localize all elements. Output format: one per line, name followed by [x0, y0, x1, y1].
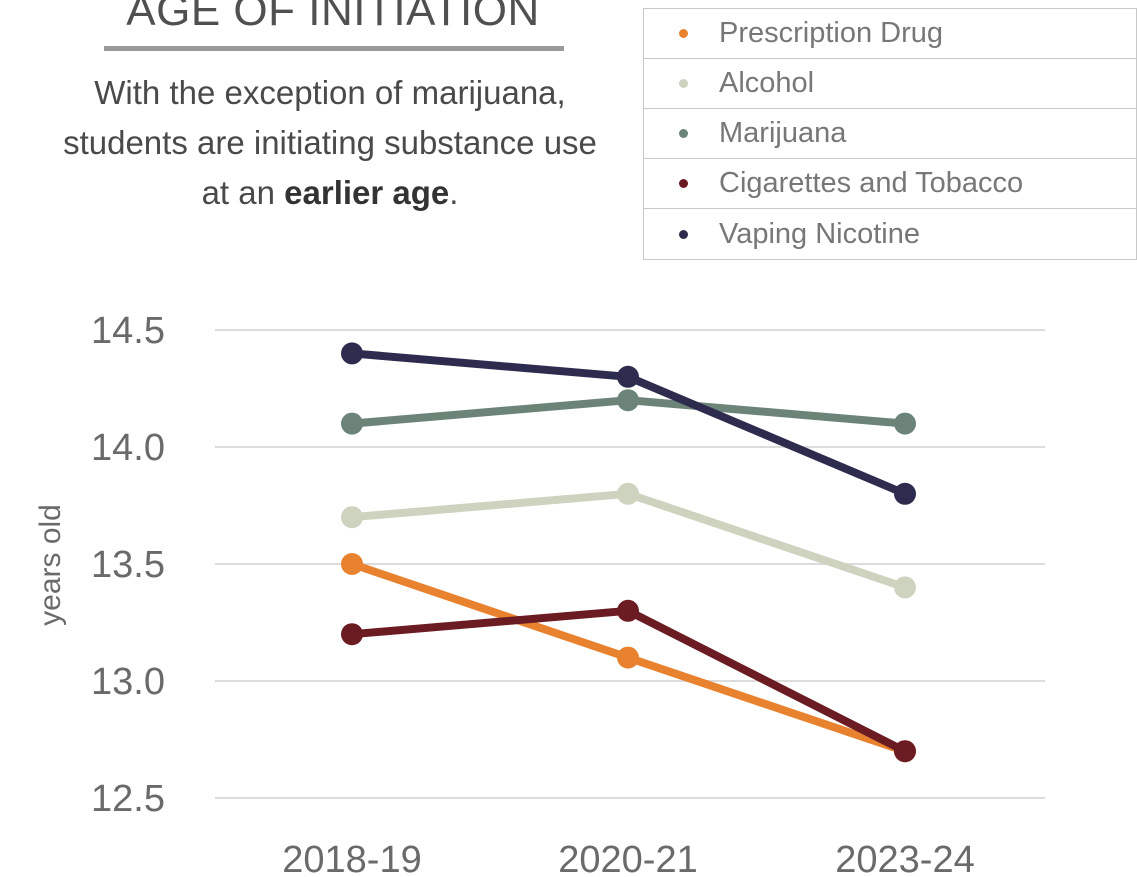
data-point — [341, 342, 363, 365]
y-tick-label: 14.0 — [91, 427, 165, 469]
y-axis-label: years old — [34, 504, 67, 626]
x-tick-label: 2020-21 — [558, 839, 697, 877]
legend-dot-icon — [679, 179, 688, 188]
y-tick-label: 13.0 — [91, 661, 165, 703]
data-point — [894, 576, 916, 599]
data-point — [341, 623, 363, 646]
y-tick-label: 13.5 — [91, 544, 165, 586]
series-vaping-nicotine — [341, 342, 916, 505]
data-point — [341, 553, 363, 575]
data-point — [894, 740, 916, 763]
subtitle-period: . — [449, 174, 459, 211]
legend-item-prescription-drug: Prescription Drug — [644, 9, 1136, 59]
y-tick-label: 12.5 — [91, 778, 165, 820]
x-tick-label: 2023-24 — [835, 839, 974, 877]
legend-item-vaping-nicotine: Vaping Nicotine — [644, 209, 1136, 259]
title-underline — [104, 46, 564, 51]
series-line — [348, 489, 909, 592]
subtitle: With the exception of marijuana, student… — [60, 68, 600, 218]
data-point — [617, 482, 639, 505]
legend-label: Prescription Drug — [719, 17, 944, 49]
legend-label: Alcohol — [719, 67, 815, 99]
legend-dot-icon — [679, 29, 688, 38]
y-tick-label: 14.5 — [91, 310, 165, 352]
series-marijuana — [341, 389, 916, 435]
legend-dot-icon — [679, 129, 688, 138]
data-point — [617, 389, 639, 412]
data-point — [894, 482, 916, 505]
data-point — [617, 365, 639, 388]
legend-item-cigarettes-and-tobacco: Cigarettes and Tobacco — [644, 159, 1136, 209]
y-axis-ticks: 14.5 14.0 13.5 13.0 12.5 — [91, 310, 165, 820]
data-point — [341, 412, 363, 435]
data-point — [894, 412, 916, 435]
x-axis-ticks: 2018-19 2020-21 2023-24 — [282, 839, 974, 877]
subtitle-text: With the exception of marijuana, student… — [63, 74, 597, 211]
data-point — [341, 506, 363, 529]
series-cigarettes-and-tobacco — [341, 599, 916, 763]
legend-label: Marijuana — [719, 117, 847, 149]
chart-legend: Prescription Drug Alcohol Marijuana Ciga… — [643, 8, 1137, 260]
legend-label: Cigarettes and Tobacco — [719, 167, 1024, 199]
data-point — [617, 599, 639, 622]
page-title: AGE OF INITIATION — [126, 0, 540, 35]
x-tick-label: 2018-19 — [282, 839, 421, 877]
legend-dot-icon — [679, 229, 688, 239]
legend-dot-icon — [679, 79, 688, 88]
series-alcohol — [341, 482, 916, 599]
data-point — [617, 646, 639, 669]
series-lines — [341, 342, 916, 763]
legend-item-marijuana: Marijuana — [644, 109, 1136, 159]
series-prescription-drug — [341, 553, 916, 763]
subtitle-emphasis: earlier age — [284, 174, 450, 211]
legend-label: Vaping Nicotine — [719, 217, 920, 250]
legend-item-alcohol: Alcohol — [644, 59, 1136, 109]
